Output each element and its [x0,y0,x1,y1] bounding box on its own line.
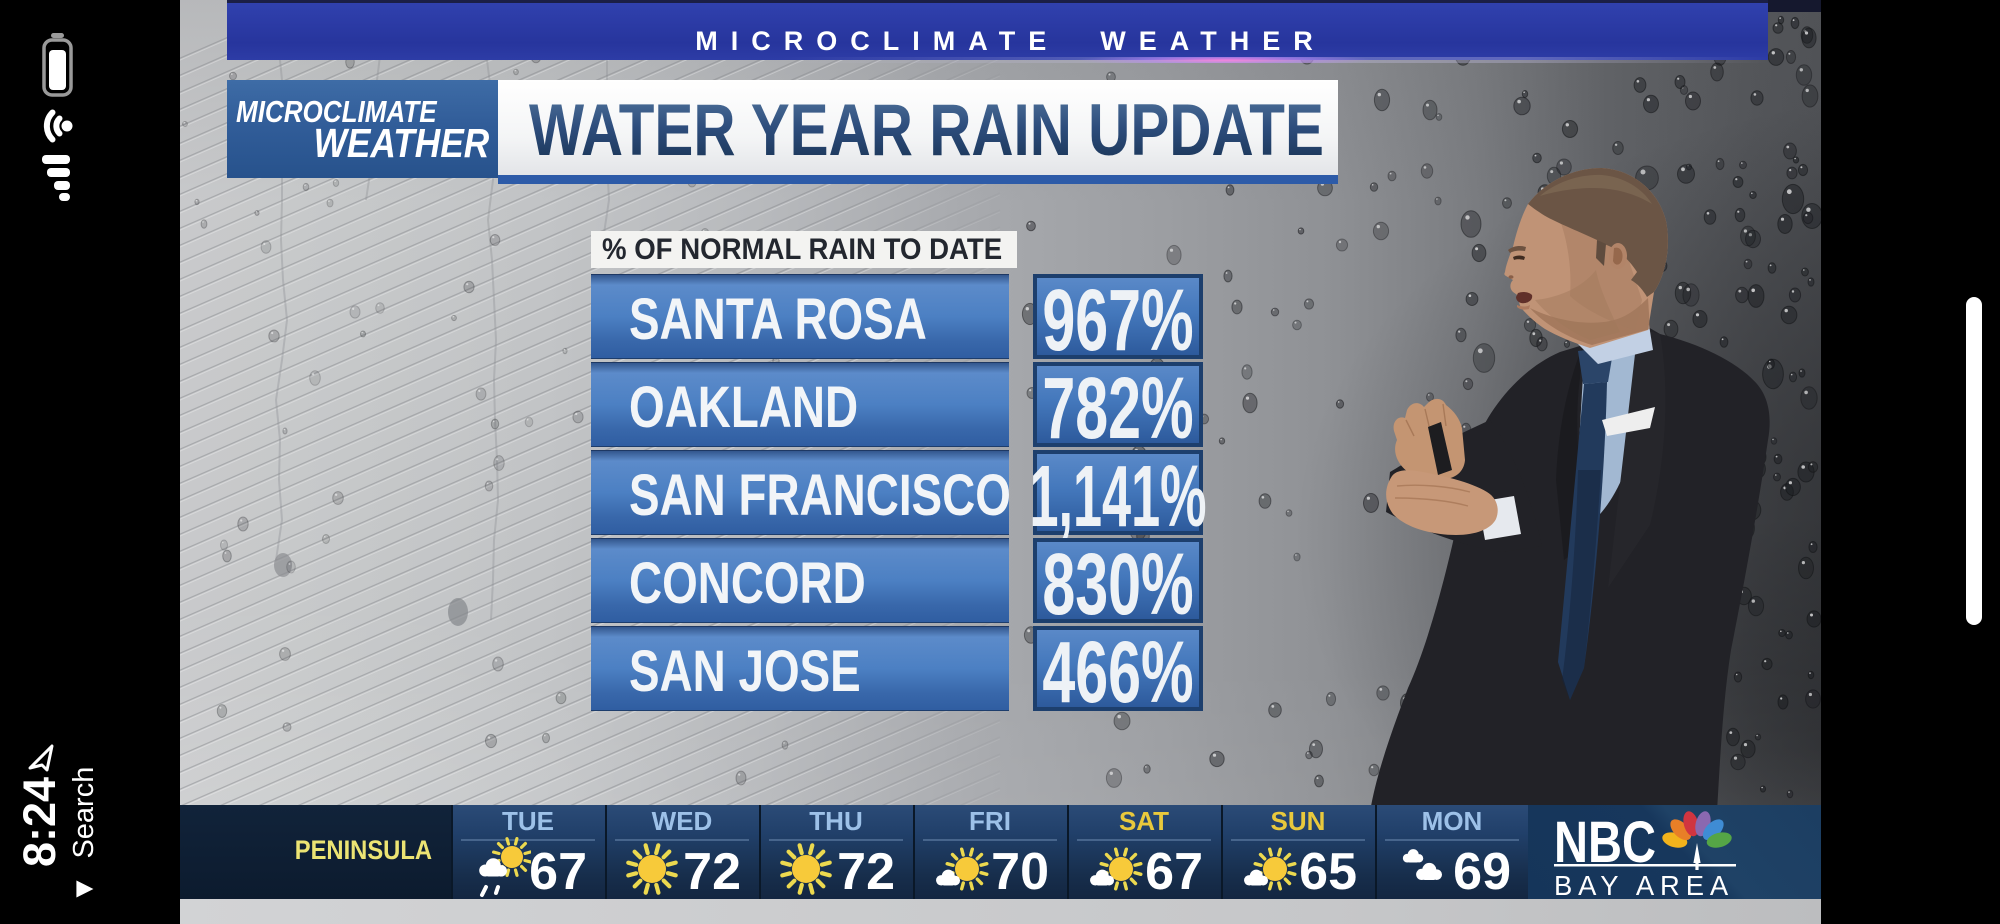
svg-text:BAY AREA: BAY AREA [1554,870,1734,899]
